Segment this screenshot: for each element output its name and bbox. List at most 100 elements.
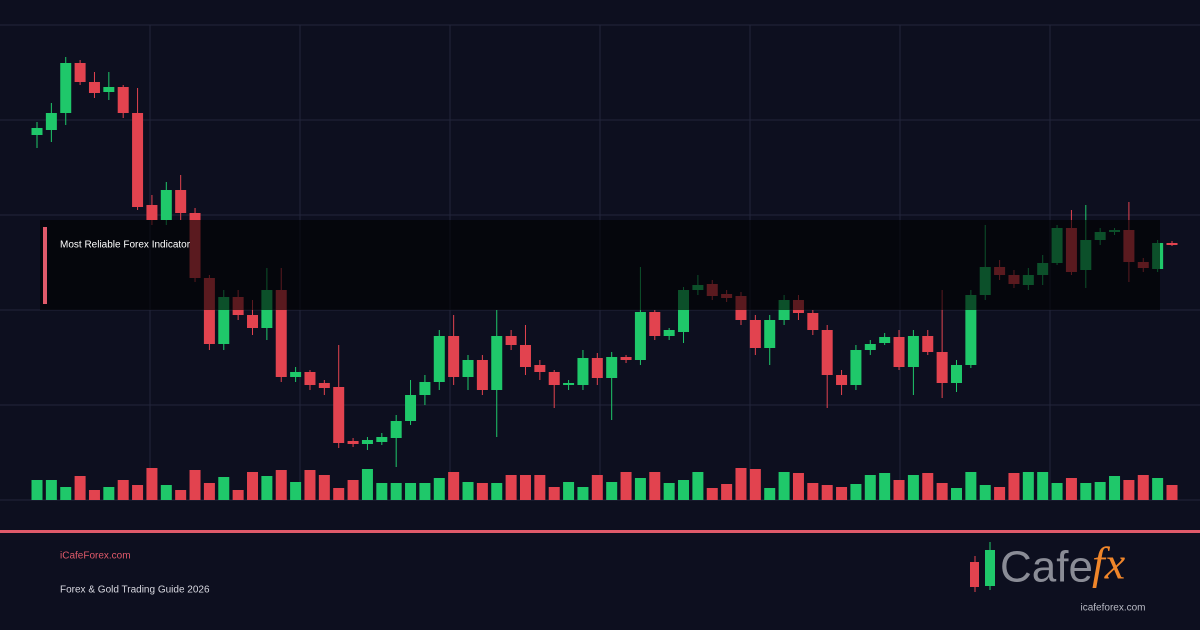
volume-bar	[1080, 483, 1092, 500]
candle-body	[663, 330, 675, 336]
candle-body	[836, 375, 848, 385]
candle-body	[936, 352, 948, 383]
volume-bar	[275, 470, 287, 500]
candle-body	[678, 290, 690, 332]
candle-body	[591, 358, 603, 378]
candle-body	[117, 87, 129, 113]
candle-body	[922, 336, 934, 352]
volume-bar	[735, 468, 747, 500]
volume-bar	[807, 483, 819, 500]
candle-body	[275, 290, 287, 377]
overlay-label: Most Reliable Forex Indicator	[60, 240, 191, 251]
candle-body	[893, 337, 905, 367]
volume-bar	[577, 487, 589, 500]
candle-body	[433, 336, 445, 382]
volume-bar	[261, 476, 273, 500]
volume-bar	[160, 485, 172, 500]
volume-bar	[88, 490, 100, 500]
volume-bar	[563, 482, 575, 500]
candle-body	[577, 358, 589, 385]
candle-body	[160, 190, 172, 220]
candle-body	[649, 312, 661, 336]
volume-bar	[304, 470, 316, 500]
volume-bar	[433, 478, 445, 500]
volume-bar	[318, 475, 330, 500]
volume-bar	[117, 480, 129, 500]
volume-bar	[950, 488, 962, 500]
volume-bar	[879, 473, 891, 500]
volume-bar	[290, 482, 302, 500]
volume-bar	[979, 485, 991, 500]
volume-bar	[1065, 478, 1077, 500]
candle-body	[290, 372, 302, 377]
candle-body	[146, 205, 158, 220]
candle-body	[950, 365, 962, 383]
candle-body	[807, 313, 819, 330]
volume-bar	[1137, 475, 1149, 500]
volume-bar	[1109, 476, 1121, 500]
volume-bar	[390, 483, 402, 500]
volume-bar	[907, 475, 919, 500]
candle-body	[247, 315, 259, 328]
candle-body	[821, 330, 833, 375]
candle-body	[462, 360, 474, 377]
volume-bar	[1166, 485, 1178, 500]
volume-bar	[663, 483, 675, 500]
candle-body	[60, 63, 72, 113]
candle-body	[965, 295, 977, 365]
candle-body	[534, 365, 546, 372]
volume-bar	[692, 472, 704, 500]
candle-body	[361, 440, 373, 444]
candle-body	[132, 113, 144, 207]
candle-body	[419, 382, 431, 395]
candle-body	[390, 421, 402, 438]
volume-bar	[203, 483, 215, 500]
candle-body	[519, 345, 531, 367]
volume-bar	[45, 480, 57, 500]
volume-bar	[476, 483, 488, 500]
volume-bar	[893, 480, 905, 500]
volume-bar	[218, 477, 230, 500]
candle-body	[347, 441, 359, 444]
candle-body	[850, 350, 862, 385]
volume-bar	[505, 475, 517, 500]
volume-bar	[606, 482, 618, 500]
volume-bar	[491, 483, 503, 500]
logo-url: icafeforex.com	[1080, 603, 1145, 614]
divider	[0, 530, 1200, 533]
logo-brand: Cafe	[1000, 543, 1093, 592]
volume-bar	[965, 472, 977, 500]
volume-bar	[132, 485, 144, 500]
volume-bar	[764, 488, 776, 500]
volume-bar	[994, 487, 1006, 500]
volume-bar	[405, 483, 417, 500]
volume-bar	[175, 490, 187, 500]
overlay-accent	[43, 227, 47, 304]
volume-bar	[678, 480, 690, 500]
volume-bar	[376, 483, 388, 500]
candle-body	[505, 336, 517, 345]
volume-bar	[548, 487, 560, 500]
volume-bar	[620, 472, 632, 500]
candle-body	[476, 360, 488, 390]
logo-accent: fx	[1092, 538, 1126, 589]
volume-bar	[189, 470, 201, 500]
candle-body	[879, 337, 891, 343]
volume-bar	[247, 472, 259, 500]
volume-bar	[1022, 472, 1034, 500]
candle-body	[74, 63, 86, 82]
candle-body	[907, 336, 919, 367]
candle-body	[45, 113, 57, 130]
volume-bar	[534, 475, 546, 500]
volume-bar	[419, 483, 431, 500]
candle-body	[448, 336, 460, 377]
volume-bar	[850, 484, 862, 500]
volume-bar	[232, 490, 244, 500]
volume-bar	[31, 480, 43, 500]
candle-body	[88, 82, 100, 93]
candle-body	[304, 372, 316, 385]
volume-bar	[749, 469, 761, 500]
candle-body	[548, 372, 560, 385]
volume-bar	[519, 475, 531, 500]
